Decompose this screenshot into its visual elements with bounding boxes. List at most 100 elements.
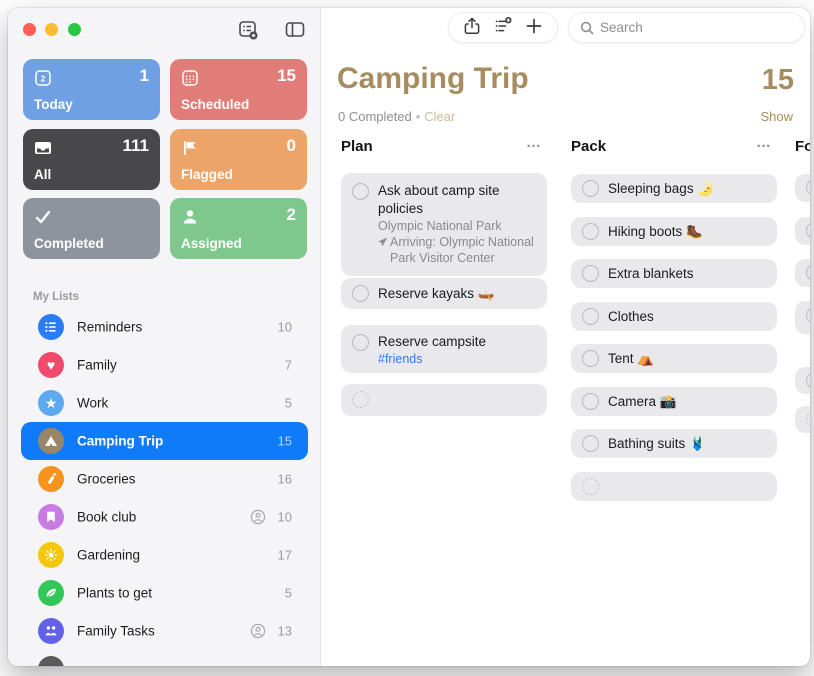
share-icon — [464, 17, 480, 34]
task-checkbox[interactable] — [806, 372, 810, 389]
task-card[interactable]: Reserve campsite #friends — [341, 325, 547, 373]
task-card[interactable]: Reserve kayaks 🛶 — [341, 278, 547, 309]
list-count: 5 — [284, 395, 292, 411]
column-more-button[interactable]: … — [526, 134, 542, 151]
list-count: 15 — [277, 433, 292, 449]
calendar-grid-icon — [180, 68, 200, 88]
task-checkbox[interactable] — [582, 223, 599, 240]
new-task-placeholder[interactable] — [571, 472, 777, 501]
sidebar-item-plants-to-get[interactable]: Plants to get 5 — [21, 574, 308, 612]
zoom-window-button[interactable] — [68, 23, 81, 36]
sidebar-item-groceries[interactable]: Groceries 16 — [21, 460, 308, 498]
list-bullets-icon — [38, 314, 64, 340]
sidebar-item-reminders[interactable]: Reminders 10 — [21, 308, 308, 346]
task-tag[interactable]: #friends — [378, 352, 423, 366]
svg-text:2: 2 — [41, 74, 46, 84]
smart-list-assigned[interactable]: 2 Assigned — [170, 198, 307, 259]
task-card[interactable] — [795, 367, 810, 394]
search-input[interactable] — [600, 20, 794, 35]
task-checkbox[interactable] — [582, 308, 599, 325]
column-more-button[interactable]: … — [756, 134, 772, 151]
smart-list-count: 2 — [286, 205, 296, 224]
list-count: 17 — [277, 547, 292, 563]
task-card[interactable] — [795, 301, 810, 334]
sidebar-item-book-club[interactable]: Book club 10 — [21, 498, 308, 536]
sidebar-toggle-icon — [285, 22, 305, 37]
shared-list-icon — [250, 623, 266, 639]
smart-list-flagged[interactable]: 0 Flagged — [170, 129, 307, 190]
smart-list-scheduled[interactable]: 15 Scheduled — [170, 59, 307, 120]
list-name: Work — [77, 395, 109, 411]
task-card[interactable]: Camera 📸 — [571, 387, 777, 416]
add-section-button[interactable] — [490, 16, 516, 40]
task-checkbox[interactable] — [582, 265, 599, 282]
task-note: Olympic National Park — [378, 219, 502, 233]
minimize-window-button[interactable] — [45, 23, 58, 36]
task-checkbox[interactable] — [352, 391, 369, 408]
sidebar-item-work[interactable]: ★ Work 5 — [21, 384, 308, 422]
task-checkbox[interactable] — [352, 334, 369, 351]
completed-summary: 0 Completed • Clear — [338, 109, 455, 124]
sidebar-item-camping-trip[interactable]: Camping Trip 15 — [21, 422, 308, 460]
close-window-button[interactable] — [23, 23, 36, 36]
smart-list-completed[interactable]: Completed — [23, 198, 160, 259]
leaf-icon — [38, 580, 64, 606]
task-title: Reserve kayaks 🛶 — [378, 286, 495, 301]
task-checkbox[interactable] — [806, 179, 810, 196]
sidebar-item-family-tasks[interactable]: Family Tasks 13 — [21, 612, 308, 650]
task-card[interactable]: Tent ⛺ — [571, 344, 777, 373]
new-reminder-button[interactable] — [521, 16, 547, 40]
person-icon — [180, 207, 200, 227]
task-card[interactable]: Bathing suits 🩱 — [571, 429, 777, 458]
column-header-pack: Pack — [571, 138, 607, 155]
task-card[interactable]: Sleeping bags 🌛 — [571, 174, 777, 203]
task-checkbox[interactable] — [582, 393, 599, 410]
task-checkbox[interactable] — [806, 307, 810, 324]
sidebar-item-gardening[interactable]: Gardening 17 — [21, 536, 308, 574]
add-list-button[interactable] — [235, 18, 261, 42]
toggle-sidebar-button[interactable] — [282, 18, 308, 42]
search-icon — [580, 21, 594, 34]
list-count: 13 — [277, 623, 292, 639]
calendar-today-icon: 2 — [33, 68, 53, 88]
smart-list-today[interactable]: 2 1 Today — [23, 59, 160, 120]
list-name: Reminders — [77, 319, 143, 335]
task-card[interactable] — [795, 259, 810, 287]
location-arrow-icon — [378, 237, 388, 247]
new-task-placeholder[interactable] — [795, 406, 810, 433]
sidebar-item-clipped[interactable] — [21, 650, 308, 666]
search-field[interactable] — [568, 12, 805, 43]
add-list-icon — [239, 21, 258, 40]
task-checkbox[interactable] — [352, 285, 369, 302]
list-name: Gardening — [77, 547, 141, 563]
task-card[interactable] — [795, 217, 810, 245]
task-checkbox[interactable] — [806, 222, 810, 239]
sidebar-item-family[interactable]: ♥ Family 7 — [21, 346, 308, 384]
list-count: 10 — [277, 319, 292, 335]
smart-list-count: 1 — [139, 66, 149, 85]
star-icon: ★ — [38, 390, 64, 416]
clear-button[interactable]: Clear — [424, 109, 456, 124]
task-checkbox[interactable] — [582, 435, 599, 452]
task-card[interactable]: Hiking boots 🥾 — [571, 217, 777, 246]
task-card[interactable] — [795, 174, 810, 202]
task-checkbox[interactable] — [806, 411, 810, 428]
new-task-placeholder[interactable] — [341, 384, 547, 416]
task-card[interactable]: Ask about camp site policies Olympic Nat… — [341, 173, 547, 276]
heart-icon: ♥ — [38, 352, 64, 378]
share-button[interactable] — [459, 16, 485, 40]
smart-list-all[interactable]: 111 All — [23, 129, 160, 190]
list-name: Family — [77, 357, 117, 373]
task-checkbox[interactable] — [352, 183, 369, 200]
smart-list-count: 0 — [286, 136, 296, 155]
task-card[interactable]: Extra blankets — [571, 259, 777, 288]
task-checkbox[interactable] — [582, 180, 599, 197]
task-checkbox[interactable] — [582, 478, 599, 495]
task-checkbox[interactable] — [806, 264, 810, 281]
page-title-count: 15 — [761, 64, 794, 96]
show-completed-button[interactable]: Show — [760, 109, 793, 124]
column-header-plan: Plan — [341, 138, 373, 155]
toolbar-actions — [448, 12, 558, 43]
task-card[interactable]: Clothes — [571, 302, 777, 331]
task-checkbox[interactable] — [582, 350, 599, 367]
